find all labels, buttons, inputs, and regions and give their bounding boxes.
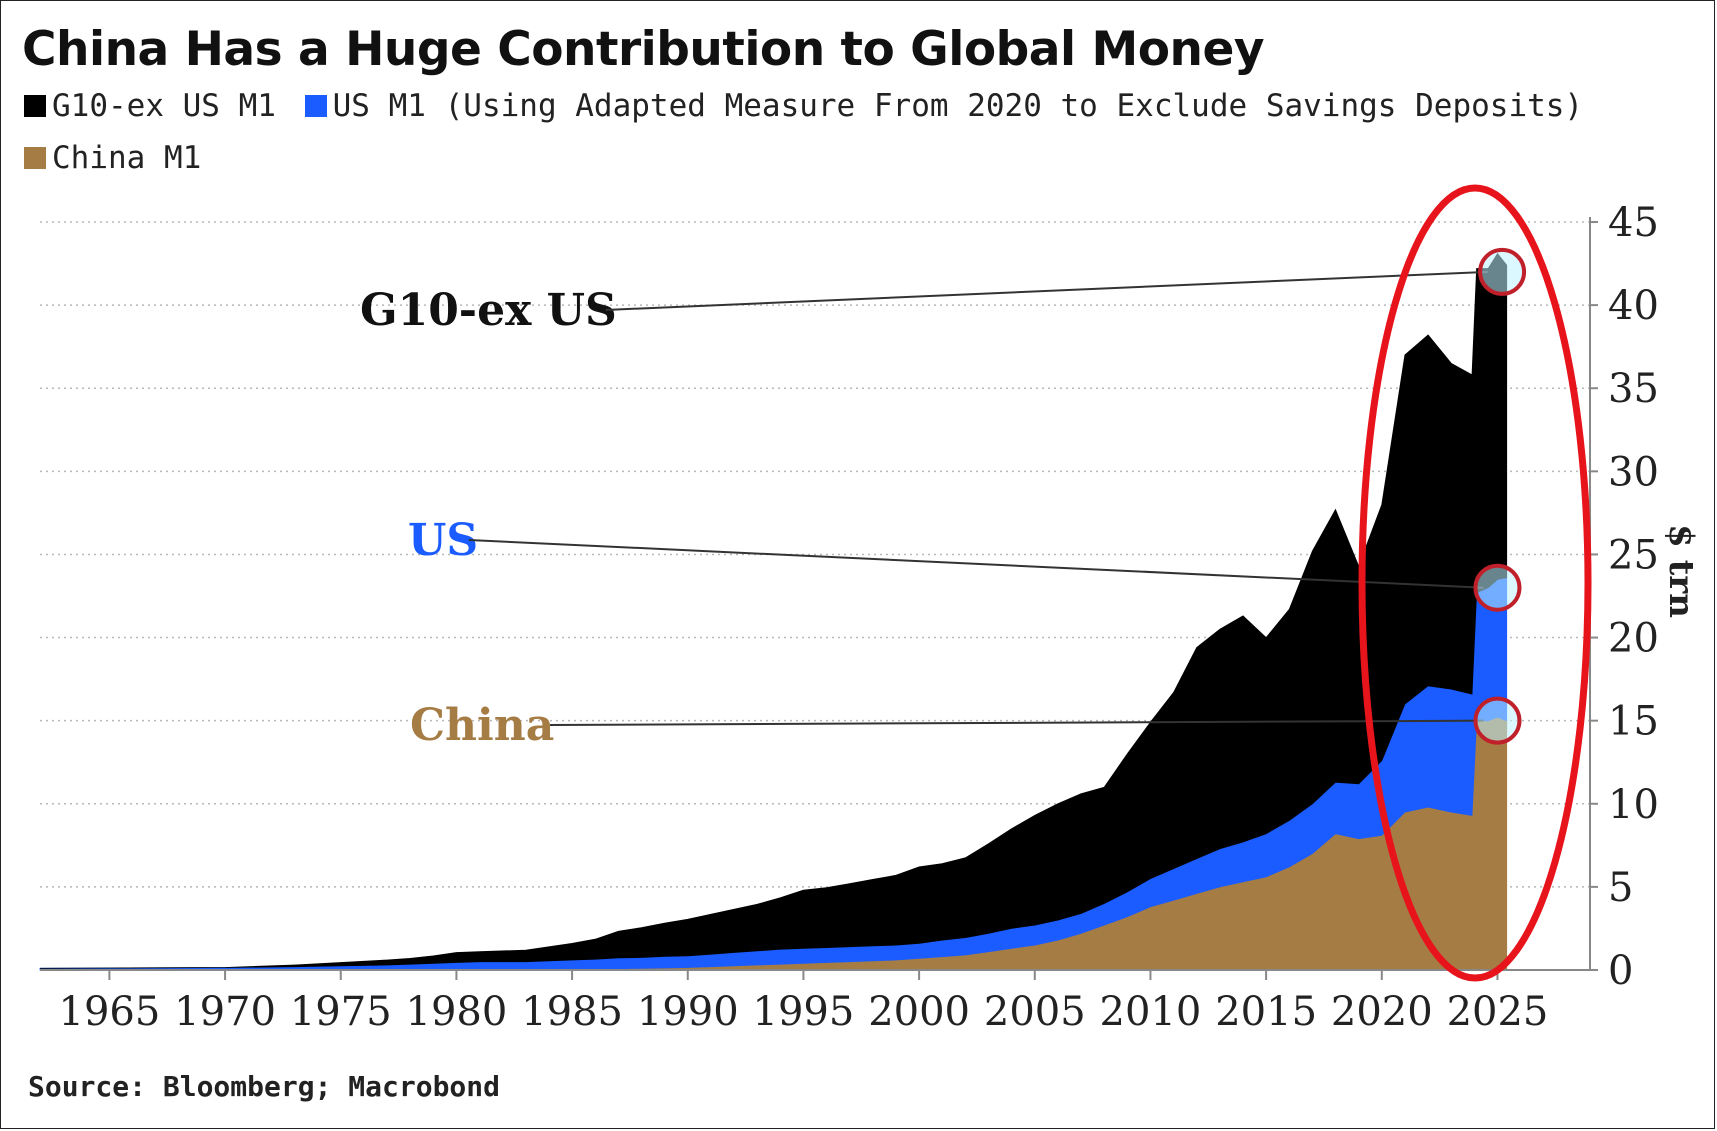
legend-row-1: G10-ex US M1 US M1 (Using Adapted Measur… (24, 88, 1593, 125)
chart-title: China Has a Huge Contribution to Global … (22, 22, 1265, 77)
area-g10-ex-us-m1 (39, 252, 1508, 969)
x-tick-label-2005: 2005 (984, 989, 1086, 1035)
x-tick-label-2015: 2015 (1215, 989, 1317, 1035)
source-note: Source: Bloomberg; Macrobond (28, 1070, 501, 1103)
x-tick-label-2010: 2010 (1100, 989, 1202, 1035)
legend-label-china: China M1 (52, 140, 202, 176)
legend-item-us: US M1 (Using Adapted Measure From 2020 t… (304, 88, 1584, 124)
highlight-circle-g10 (1478, 247, 1527, 296)
legend-swatch-us (304, 95, 327, 117)
y-tick-label-0: 0 (1608, 948, 1633, 994)
y-tick-label-5: 5 (1608, 865, 1633, 911)
x-tick-label-1975: 1975 (290, 989, 392, 1035)
annotation-china: China (410, 700, 554, 751)
x-tick-label-1995: 1995 (753, 989, 855, 1035)
annotations: G10-ex US US China (360, 184, 1592, 982)
x-tick-label-1985: 1985 (521, 989, 623, 1035)
y-tick-label-35: 35 (1608, 366, 1659, 412)
y-tick-label-15: 15 (1608, 699, 1659, 745)
x-tick-label-1990: 1990 (637, 989, 739, 1035)
y-tick-label-45: 45 (1608, 200, 1659, 246)
x-tick-label-2025: 2025 (1447, 989, 1549, 1035)
annotation-g10: G10-ex US (360, 285, 617, 336)
leader-line-us (468, 539, 1484, 589)
legend-swatch-g10 (24, 95, 46, 117)
annotation-us: US (408, 515, 478, 566)
stacked-areas (39, 252, 1508, 971)
legend-label-g10: G10-ex US M1 (52, 88, 276, 124)
y-tick-label-40: 40 (1608, 283, 1659, 329)
highlight-circle-china (1473, 696, 1522, 745)
x-tick-label-1970: 1970 (174, 989, 276, 1035)
y-tick-label-30: 30 (1608, 449, 1659, 495)
highlight-circle-us (1473, 563, 1522, 612)
legend-row-2: China M1 (24, 140, 211, 177)
leader-line-g10 (605, 270, 1489, 311)
x-tick-label-2000: 2000 (868, 989, 970, 1035)
y-tick-label-10: 10 (1608, 782, 1659, 828)
leader-line-china (549, 719, 1484, 726)
legend-swatch-china (24, 147, 46, 169)
y-axis-label: $ trn (1661, 524, 1701, 618)
x-tick-label-1980: 1980 (406, 989, 508, 1035)
y-tick-label-20: 20 (1608, 616, 1659, 662)
highlight-ellipse (1358, 184, 1592, 982)
legend-item-china: China M1 (24, 140, 201, 176)
x-tick-label-1965: 1965 (59, 989, 161, 1035)
legend-label-us: US M1 (Using Adapted Measure From 2020 t… (332, 88, 1584, 124)
legend-item-g10: G10-ex US M1 (24, 88, 276, 124)
x-tick-label-2020: 2020 (1331, 989, 1433, 1035)
y-tick-label-25: 25 (1608, 532, 1659, 578)
